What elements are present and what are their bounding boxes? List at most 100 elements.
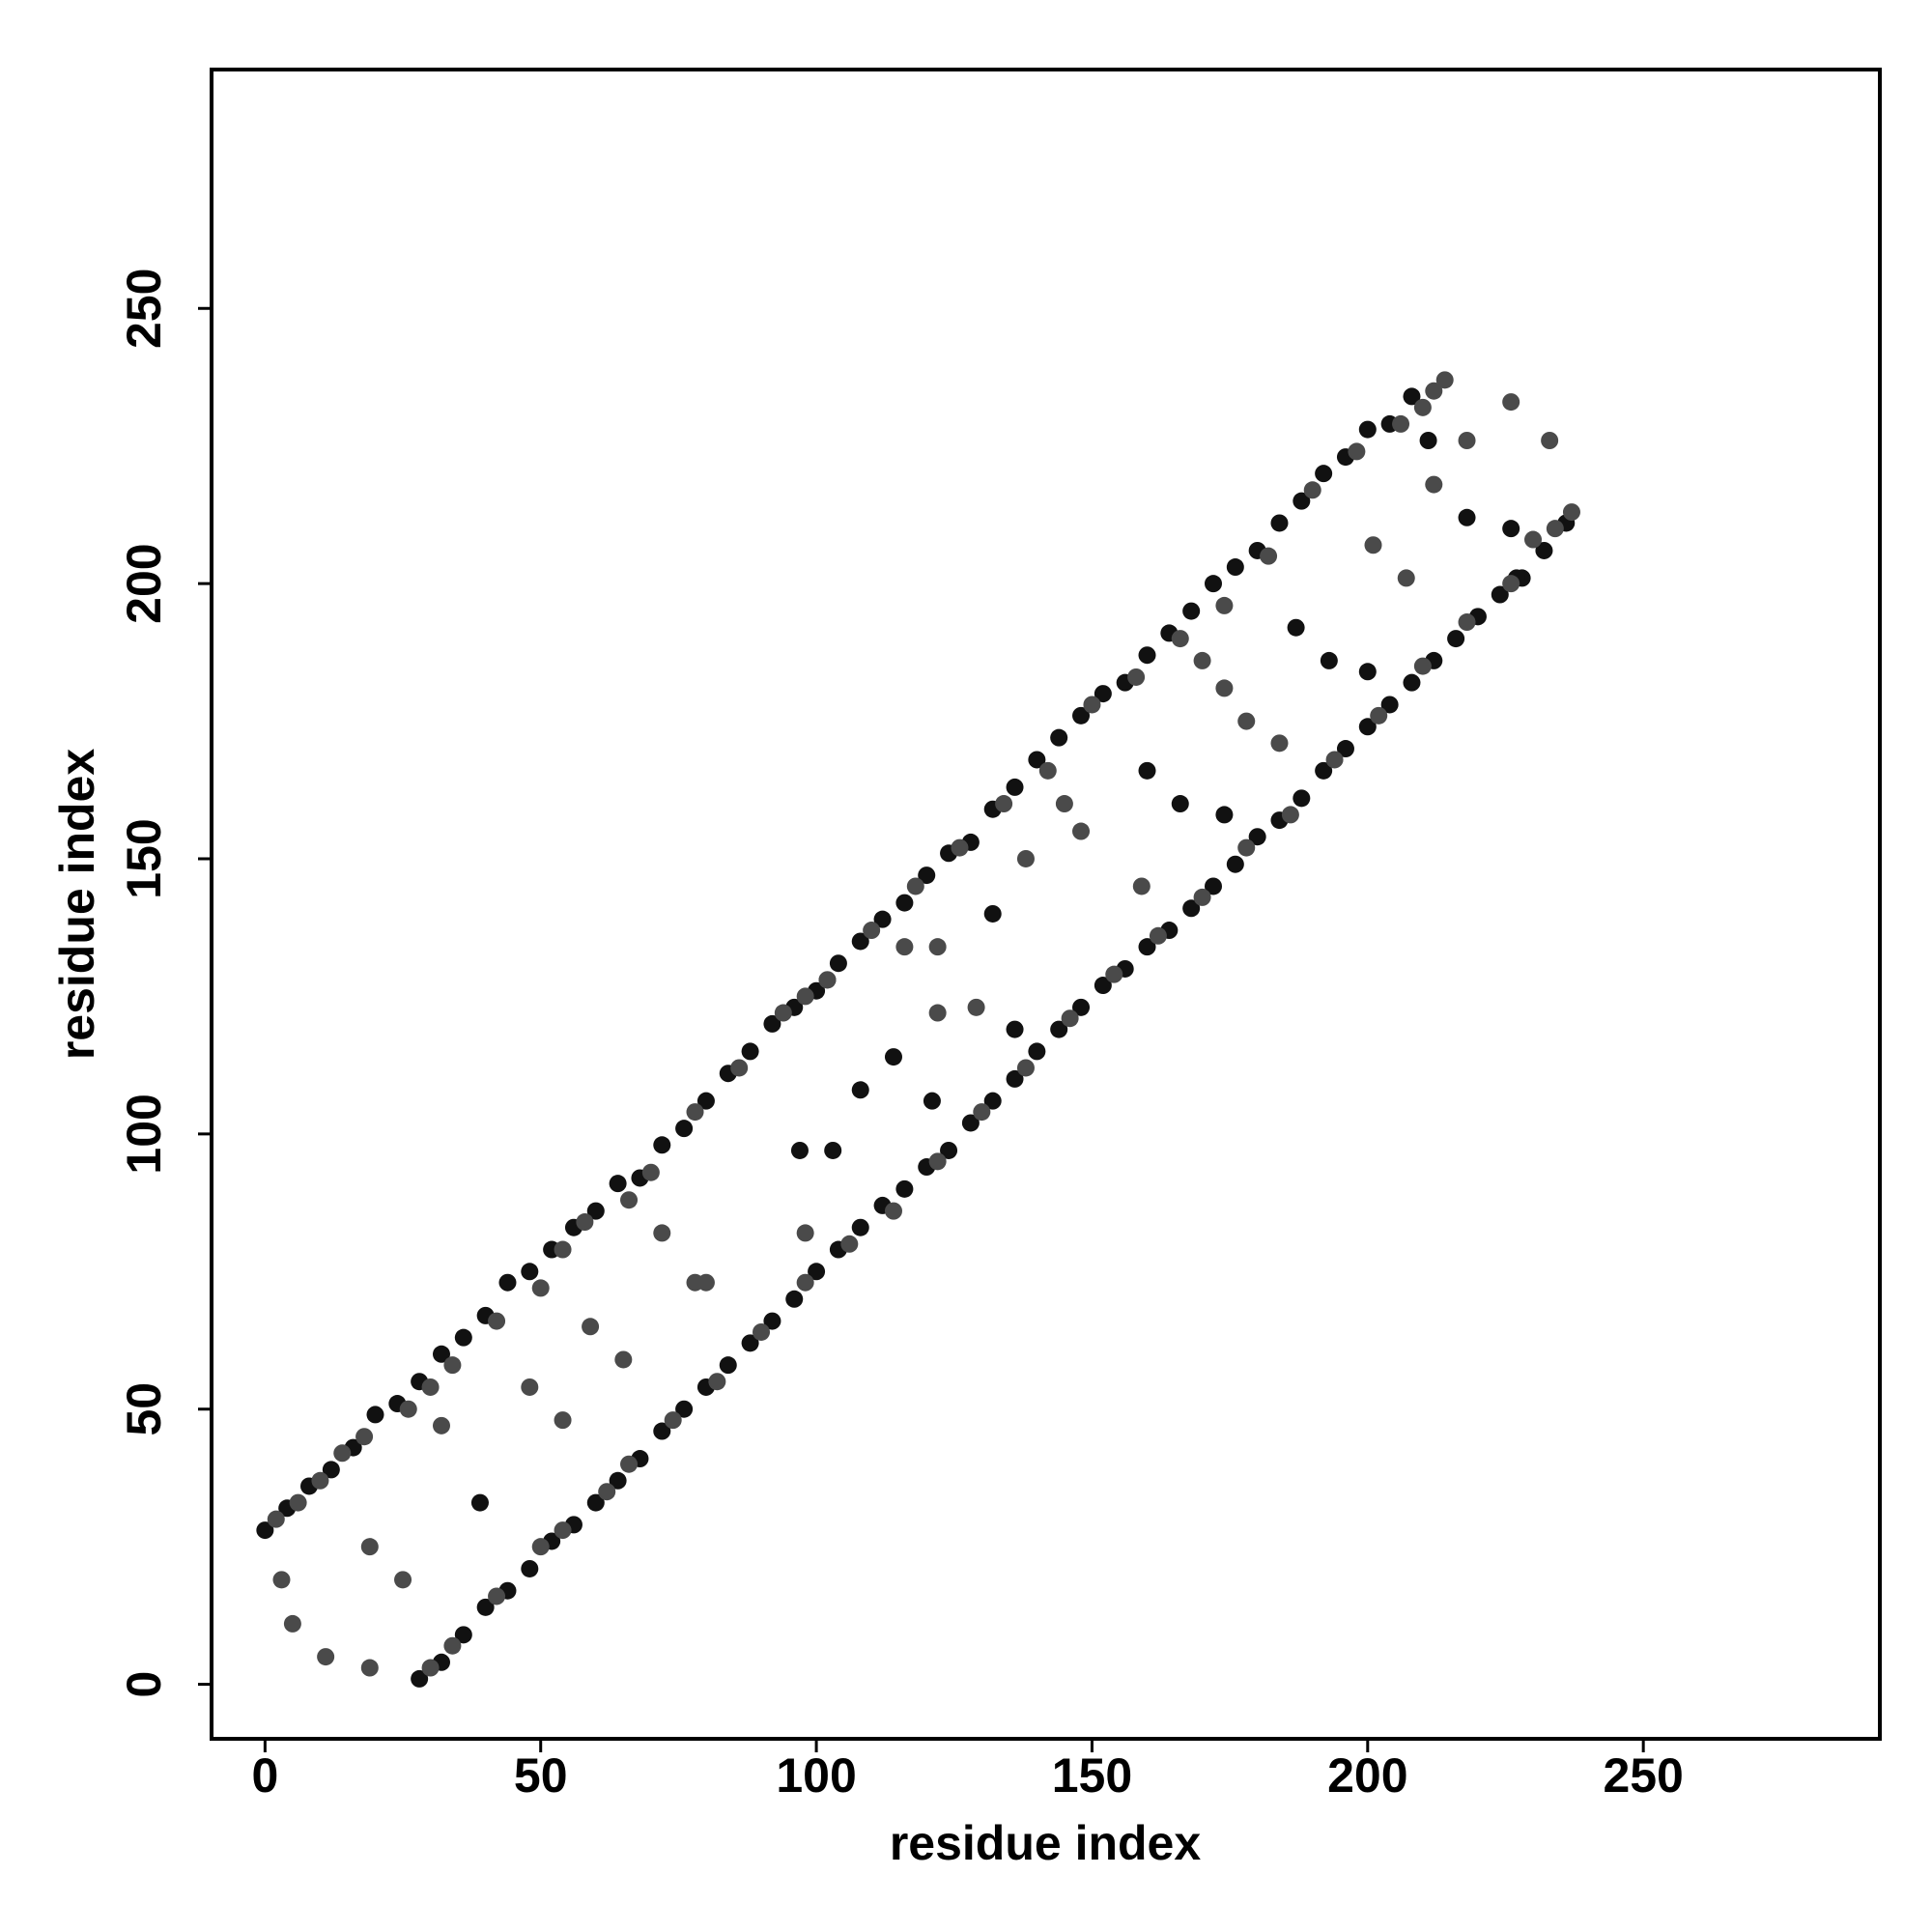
point — [851, 1218, 869, 1236]
point — [322, 1461, 340, 1479]
point — [1535, 541, 1553, 559]
point — [961, 1114, 980, 1132]
point — [289, 1493, 307, 1512]
point — [554, 1411, 572, 1430]
point — [863, 922, 881, 940]
point — [1447, 630, 1465, 648]
point — [1215, 679, 1234, 697]
point — [470, 1493, 489, 1512]
point — [873, 910, 892, 928]
point — [454, 1626, 472, 1644]
plot-frame — [210, 68, 1882, 1741]
point — [1303, 481, 1321, 499]
point — [808, 1263, 826, 1281]
point — [1293, 789, 1311, 808]
point — [1006, 778, 1024, 796]
point — [614, 1350, 633, 1369]
point — [399, 1400, 417, 1418]
point — [620, 1455, 639, 1473]
y-tick-label: 150 — [117, 818, 171, 898]
point — [1562, 503, 1580, 522]
point — [719, 1356, 737, 1375]
point — [951, 838, 969, 857]
point — [609, 1471, 627, 1490]
x-tick-label: 150 — [1052, 1748, 1132, 1803]
point — [1016, 849, 1035, 867]
point — [1281, 806, 1299, 824]
point — [1072, 822, 1091, 840]
x-axis-title: residue index — [890, 1816, 1202, 1870]
point — [1038, 761, 1057, 780]
point — [1502, 520, 1520, 538]
point — [1491, 585, 1509, 604]
point — [360, 1659, 379, 1677]
point — [653, 1422, 671, 1440]
point — [1028, 1042, 1046, 1061]
point — [1403, 673, 1421, 692]
point — [763, 1014, 781, 1033]
point — [1541, 432, 1559, 449]
point — [521, 1378, 539, 1396]
point — [1348, 442, 1366, 461]
point — [829, 954, 847, 973]
point — [1215, 596, 1234, 614]
point — [1226, 558, 1244, 577]
point — [521, 1559, 539, 1577]
point — [967, 998, 985, 1016]
point — [696, 1273, 715, 1292]
y-tick-label: 50 — [117, 1382, 171, 1436]
point — [1193, 651, 1211, 669]
point — [432, 1416, 450, 1435]
point — [1105, 965, 1123, 983]
point — [609, 1175, 627, 1193]
point — [531, 1279, 550, 1297]
point — [1270, 514, 1289, 532]
point — [741, 1042, 759, 1061]
point — [1138, 646, 1156, 665]
point — [851, 932, 869, 951]
point — [1546, 520, 1564, 538]
point — [1413, 657, 1432, 675]
point — [983, 1092, 1002, 1110]
point — [366, 1406, 384, 1424]
point — [918, 867, 936, 885]
point — [272, 1571, 291, 1589]
point — [653, 1224, 671, 1242]
point — [432, 1345, 450, 1363]
point — [1325, 751, 1344, 769]
point — [1204, 877, 1222, 895]
point — [675, 1120, 694, 1138]
point — [1270, 734, 1289, 753]
point — [796, 1273, 814, 1292]
point — [586, 1493, 605, 1512]
point — [1419, 432, 1437, 449]
point — [1524, 530, 1543, 549]
point — [360, 1538, 379, 1556]
point — [851, 1081, 869, 1099]
point — [1458, 613, 1476, 632]
point — [554, 1521, 572, 1540]
point — [1320, 651, 1338, 669]
y-tick-label: 0 — [117, 1671, 171, 1698]
y-tick-label: 250 — [117, 269, 171, 349]
point — [411, 1669, 429, 1688]
point — [476, 1598, 495, 1616]
point — [1248, 828, 1266, 846]
point — [267, 1510, 285, 1528]
point — [1094, 685, 1112, 703]
point — [1458, 432, 1476, 449]
point — [1050, 728, 1068, 747]
point — [620, 1191, 639, 1209]
point — [1127, 668, 1146, 686]
point — [790, 1141, 809, 1159]
point — [1413, 398, 1432, 416]
point — [1260, 547, 1278, 565]
point — [818, 971, 837, 989]
x-tick-label: 100 — [776, 1748, 856, 1803]
point — [1072, 998, 1091, 1016]
point — [928, 1004, 947, 1022]
point — [283, 1614, 301, 1633]
point — [576, 1213, 594, 1232]
point — [1215, 806, 1234, 824]
